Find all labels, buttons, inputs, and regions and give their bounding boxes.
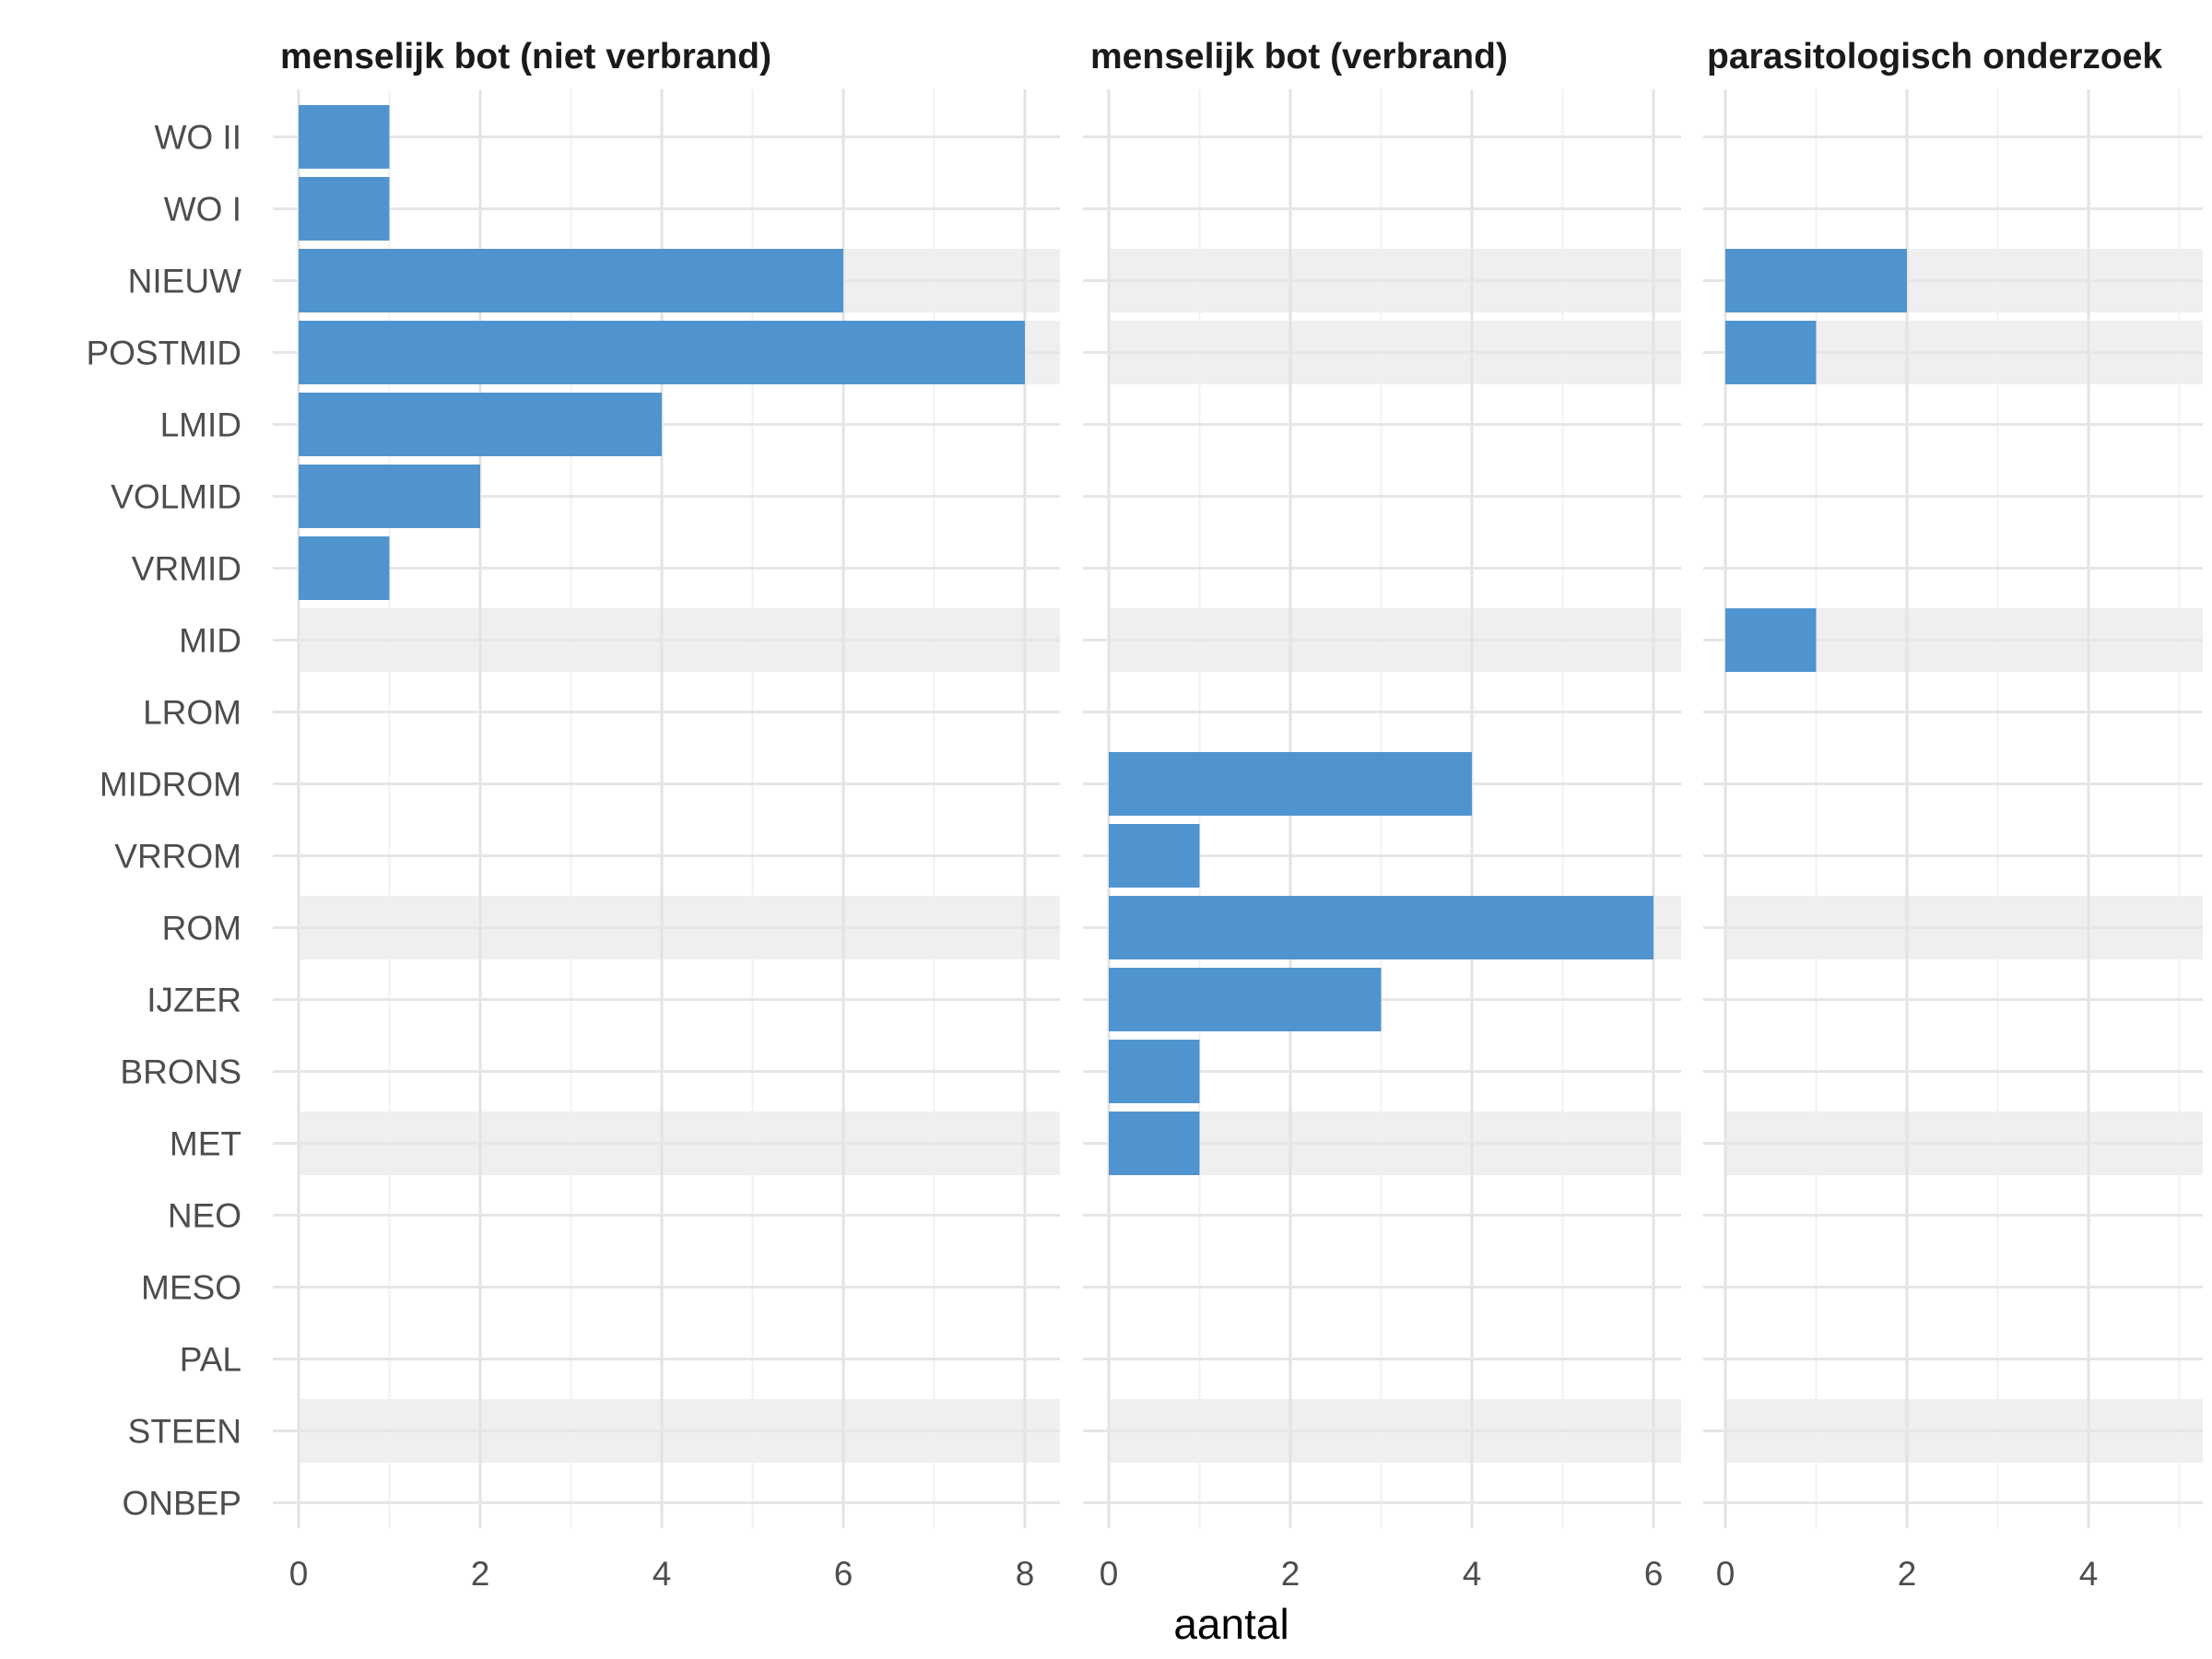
category-label-steen: STEEN [128, 1413, 241, 1451]
x-tick-label-panel-3: 0 [1716, 1555, 1735, 1593]
category-label-nieuw: NIEUW [128, 263, 241, 300]
bar-met-panel-2 [1109, 1112, 1200, 1175]
category-label-postmid: POSTMID [86, 335, 241, 372]
category-label-ijzer: IJZER [147, 982, 241, 1019]
category-label-brons: BRONS [120, 1053, 241, 1091]
category-label-neo: NEO [168, 1197, 241, 1235]
x-tick-label-panel-3: 4 [2079, 1555, 2099, 1593]
x-tick-label-panel-1: 2 [471, 1555, 490, 1593]
x-tick-label-panel-3: 2 [1898, 1555, 1917, 1593]
category-label-vrmid: VRMID [132, 550, 241, 588]
category-label-met: MET [170, 1125, 241, 1163]
bar-lmid-panel-1 [299, 393, 662, 456]
bar-brons-panel-2 [1109, 1040, 1200, 1103]
bar-vrrom-panel-2 [1109, 824, 1200, 888]
bar-volmid-panel-1 [299, 465, 480, 528]
bar-wo-i-panel-1 [299, 177, 390, 241]
category-label-vrrom: VRROM [114, 838, 241, 876]
bar-nieuw-panel-1 [299, 249, 843, 312]
x-tick-label-panel-2: 0 [1100, 1555, 1119, 1593]
bar-mid-panel-3 [1725, 608, 1817, 672]
bar-nieuw-panel-3 [1725, 249, 1907, 312]
category-label-rom: ROM [162, 910, 241, 947]
x-axis-title: aantal [1173, 1600, 1288, 1648]
panel-title-1: menselijk bot (niet verbrand) [280, 37, 771, 76]
category-label-lrom: LROM [143, 694, 241, 732]
x-tick-label-panel-2: 6 [1644, 1555, 1664, 1593]
x-tick-label-panel-2: 2 [1281, 1555, 1300, 1593]
bar-postmid-panel-1 [299, 321, 1025, 384]
panel-title-3: parasitologisch onderzoek [1707, 37, 2162, 76]
x-tick-label-panel-1: 4 [653, 1555, 672, 1593]
category-label-volmid: VOLMID [111, 478, 241, 516]
bar-midrom-panel-2 [1109, 752, 1472, 816]
x-tick-label-panel-2: 4 [1463, 1555, 1482, 1593]
category-label-onbep: ONBEP [122, 1485, 241, 1523]
category-label-wo-ii: WO II [154, 119, 241, 157]
category-label-lmid: LMID [160, 406, 241, 444]
x-tick-label-panel-1: 0 [289, 1555, 309, 1593]
category-label-meso: MESO [141, 1269, 241, 1307]
category-label-pal: PAL [180, 1341, 241, 1379]
x-tick-label-panel-1: 8 [1016, 1555, 1035, 1593]
bar-ijzer-panel-2 [1109, 968, 1382, 1031]
category-label-midrom: MIDROM [100, 766, 241, 804]
category-label-mid: MID [179, 622, 241, 660]
panel-title-2: menselijk bot (verbrand) [1090, 37, 1508, 76]
bar-postmid-panel-3 [1725, 321, 1817, 384]
bar-vrmid-panel-1 [299, 536, 390, 600]
bar-rom-panel-2 [1109, 896, 1653, 959]
bar-wo-ii-panel-1 [299, 105, 390, 169]
x-tick-label-panel-1: 6 [834, 1555, 853, 1593]
category-label-wo-i: WO I [164, 191, 241, 229]
